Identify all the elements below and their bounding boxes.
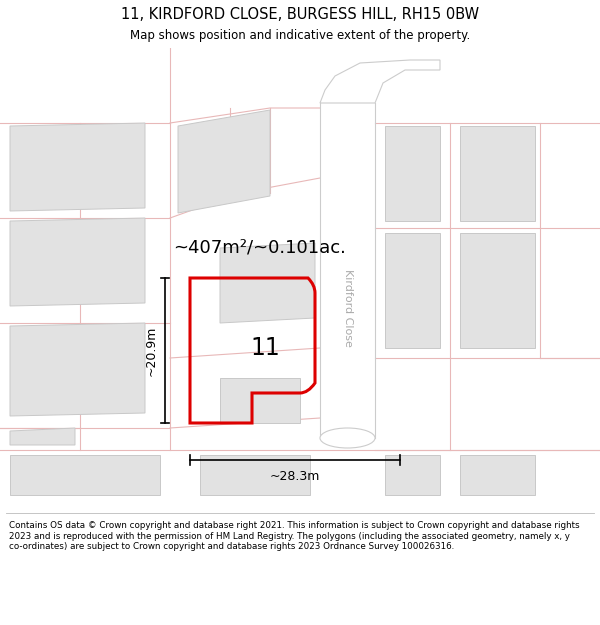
Text: Kirdford Close: Kirdford Close xyxy=(343,269,353,347)
Ellipse shape xyxy=(320,428,375,448)
Polygon shape xyxy=(320,60,440,103)
Text: Map shows position and indicative extent of the property.: Map shows position and indicative extent… xyxy=(130,29,470,42)
Polygon shape xyxy=(0,450,600,510)
Polygon shape xyxy=(10,123,145,211)
Bar xyxy=(10,455,160,495)
Bar xyxy=(385,455,440,495)
Polygon shape xyxy=(320,103,375,438)
Text: ~407m²/~0.101ac.: ~407m²/~0.101ac. xyxy=(173,239,346,257)
Bar xyxy=(220,378,300,423)
Polygon shape xyxy=(220,243,315,323)
Text: 11, KIRDFORD CLOSE, BURGESS HILL, RH15 0BW: 11, KIRDFORD CLOSE, BURGESS HILL, RH15 0… xyxy=(121,7,479,22)
Polygon shape xyxy=(10,428,75,445)
Polygon shape xyxy=(10,218,145,306)
Polygon shape xyxy=(10,323,145,416)
Text: ~20.9m: ~20.9m xyxy=(145,325,158,376)
Text: ~28.3m: ~28.3m xyxy=(270,469,320,482)
Bar xyxy=(460,126,535,221)
Bar xyxy=(385,126,440,221)
Bar xyxy=(460,455,535,495)
Polygon shape xyxy=(178,110,270,213)
Bar xyxy=(200,455,310,495)
Text: Contains OS data © Crown copyright and database right 2021. This information is : Contains OS data © Crown copyright and d… xyxy=(9,521,580,551)
Bar xyxy=(460,233,535,348)
Text: 11: 11 xyxy=(250,336,280,360)
Bar xyxy=(385,233,440,348)
